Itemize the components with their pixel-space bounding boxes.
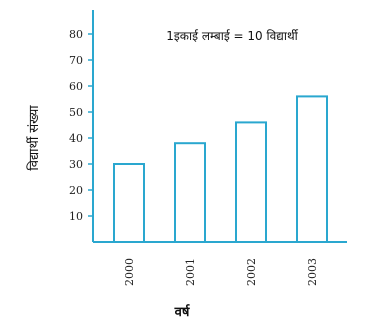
bar-2003 — [296, 95, 328, 244]
x-tick-label: 2002 — [245, 258, 258, 286]
scale-annotation: 1इकाई लम्बाई = 10 विद्यार्थी — [166, 29, 298, 43]
x-tick-label: 2003 — [306, 258, 319, 286]
y-tick-label: 30 — [69, 158, 83, 171]
y-tick-label: 40 — [69, 132, 83, 145]
y-axis-ticks: 10 20 30 40 50 60 70 80 — [69, 28, 93, 223]
y-tick-label: 20 — [69, 184, 83, 197]
x-tick-label: 2001 — [184, 258, 197, 286]
y-tick-label: 50 — [69, 106, 83, 119]
x-axis-label: वर्ष — [174, 304, 191, 320]
bar-2002 — [235, 121, 267, 243]
y-tick-label: 70 — [69, 54, 83, 67]
y-tick-label: 80 — [69, 28, 83, 41]
y-tick-label: 10 — [69, 210, 83, 223]
y-axis-label: विद्यार्थी संख्या — [26, 105, 42, 171]
x-tick-label: 2000 — [123, 258, 136, 286]
x-axis-ticks: 2000 2001 2002 2003 — [123, 258, 319, 286]
bars-group — [113, 95, 328, 244]
bar-2000 — [113, 163, 145, 243]
y-tick-label: 60 — [69, 80, 83, 93]
bar-2001 — [174, 142, 206, 243]
